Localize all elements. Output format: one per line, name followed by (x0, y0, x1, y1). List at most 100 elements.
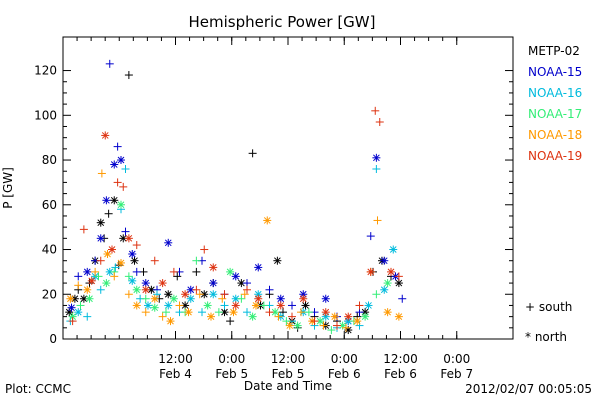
marker-legend-entry: * north (525, 330, 567, 344)
north-point (108, 245, 116, 254)
south-point (355, 301, 364, 310)
north-point (263, 216, 272, 225)
south-point (74, 281, 83, 290)
north-point (361, 312, 370, 321)
south-point (398, 294, 407, 303)
x-tick-time: 0:00 (443, 352, 470, 366)
south-point (218, 294, 227, 303)
south-point (274, 312, 283, 321)
south-point (265, 285, 274, 294)
north-point (321, 294, 330, 303)
x-tick-date: Feb 4 (159, 367, 192, 381)
north-point (117, 258, 125, 267)
north-point (293, 321, 302, 330)
south-point (91, 267, 100, 276)
north-point (207, 312, 215, 321)
south-point (366, 232, 375, 241)
south-point (141, 308, 150, 317)
south-point (79, 225, 88, 234)
south-point (121, 227, 130, 236)
south-point (355, 308, 364, 317)
north-point (110, 160, 119, 169)
south-point (375, 118, 384, 127)
north-point (299, 294, 308, 303)
plot-frame (62, 36, 514, 340)
north-point (394, 312, 403, 321)
south-point (83, 312, 92, 321)
legend-entry: NOAA-19 (528, 149, 582, 163)
north-point (101, 131, 110, 140)
north-point (273, 256, 282, 265)
north-point (229, 308, 238, 317)
y-axis-label: P [GW] (1, 167, 15, 209)
north-point (254, 294, 263, 303)
north-point (87, 276, 96, 285)
x-tick-date: Feb 5 (215, 367, 248, 381)
south-point (74, 272, 83, 281)
south-point (327, 326, 336, 335)
south-point (259, 301, 268, 310)
north-point (372, 153, 381, 162)
south-point (121, 164, 130, 173)
north-point (102, 196, 111, 205)
south-point (141, 294, 150, 303)
south-point (124, 272, 133, 281)
x-tick-time: 12:00 (158, 352, 193, 366)
north-point (132, 285, 141, 294)
north-point (394, 279, 403, 288)
south-point (94, 272, 103, 281)
north-point (164, 238, 173, 247)
legend-entry: NOAA-15 (528, 65, 582, 79)
south-point (265, 308, 274, 317)
south-point (220, 301, 229, 310)
footer-timestamp: 2012/02/07 00:05:05 (465, 382, 592, 396)
marker-legend: + south * north (525, 300, 572, 344)
north-point (276, 301, 285, 310)
north-point (209, 290, 218, 299)
north-point (285, 321, 294, 330)
y-axis: 0 20 40 60 80 100 120 (34, 64, 513, 346)
south-point (110, 272, 119, 281)
north-point (67, 303, 76, 312)
legend-entry: NOAA-18 (528, 128, 582, 142)
chart-title: Hemispheric Power [GW] (189, 13, 376, 31)
north-point (158, 279, 167, 288)
south-point (226, 317, 235, 326)
north-point (321, 308, 330, 317)
south-point (68, 317, 77, 326)
marker-legend-entry: + south (525, 300, 572, 314)
north-point (301, 301, 310, 310)
south-point (97, 169, 106, 178)
south-point (195, 290, 204, 299)
south-point (150, 256, 159, 265)
south-point (372, 164, 381, 173)
south-point (96, 256, 105, 265)
y-tick-label: 80 (42, 153, 57, 167)
south-point (243, 279, 251, 288)
y-tick-label: 20 (42, 287, 57, 301)
y-tick-label: 60 (42, 198, 57, 212)
y-tick-label: 120 (34, 64, 57, 78)
south-point (158, 312, 167, 321)
south-point (105, 59, 114, 68)
y-tick-label: 0 (49, 332, 57, 346)
south-point (248, 149, 257, 158)
south-point (124, 290, 133, 299)
south-point (297, 308, 305, 317)
north-point (164, 301, 173, 310)
south-point (243, 308, 251, 317)
north-point (102, 279, 111, 288)
north-point (150, 303, 159, 312)
x-axis-label: Date and Time (244, 379, 332, 393)
north-point (141, 285, 150, 294)
south-point (111, 263, 120, 272)
north-point (117, 200, 125, 209)
north-point (96, 234, 105, 243)
x-tick-time: 0:00 (331, 352, 358, 366)
x-tick-time: 0:00 (218, 352, 245, 366)
north-point (380, 285, 389, 294)
north-point (119, 234, 128, 243)
south-point (319, 321, 328, 330)
